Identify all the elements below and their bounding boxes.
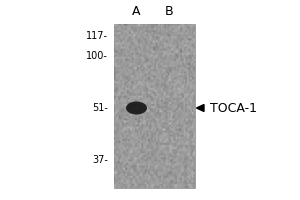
Ellipse shape [165,67,174,73]
Text: B: B [165,5,174,18]
Ellipse shape [126,102,147,114]
Text: 37-: 37- [92,155,108,165]
Text: A: A [132,5,141,18]
Polygon shape [196,104,204,112]
Bar [114,24,195,188]
Text: 100-: 100- [86,51,108,61]
Text: 117-: 117- [86,31,108,41]
Text: TOCA-1: TOCA-1 [210,102,257,114]
Text: 51-: 51- [92,103,108,113]
